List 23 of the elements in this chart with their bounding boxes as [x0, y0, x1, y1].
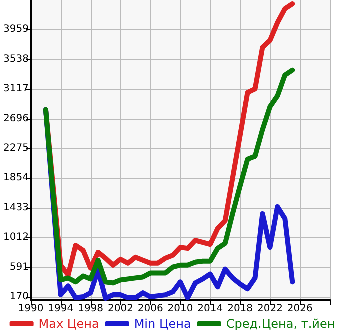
x-tick-label: 2006 — [138, 304, 164, 314]
x-tick-label: 2026 — [287, 304, 313, 314]
y-tick-label: 2696 — [4, 113, 29, 124]
y-tick-label: 3959 — [4, 24, 29, 36]
x-tick-label: 2010 — [168, 304, 194, 314]
y-tick-label: 591 — [10, 262, 29, 273]
y-tick-label: 2275 — [4, 143, 29, 154]
x-tick-label: 2018 — [228, 304, 254, 314]
x-tick-label: 1994 — [48, 304, 74, 314]
y-tick-label: 1433 — [4, 202, 29, 214]
y-tick-label: 1854 — [4, 172, 29, 184]
x-tick-label: 1998 — [78, 304, 104, 314]
y-tick-label: 3117 — [4, 84, 29, 95]
y-tick-label: 170 — [10, 292, 29, 303]
legend-label: Сред.Цена, т.йен — [226, 317, 336, 331]
y-tick-label: 1012 — [4, 232, 29, 244]
legend-label: Max Цена — [38, 317, 100, 331]
x-tick-label: 1990 — [18, 304, 44, 314]
x-tick-label: 2022 — [257, 304, 283, 314]
legend-label: Min Цена — [134, 317, 192, 331]
x-tick-label: 2002 — [108, 304, 134, 314]
y-tick-label: 3538 — [4, 54, 29, 65]
x-tick-label: 2014 — [198, 304, 224, 314]
